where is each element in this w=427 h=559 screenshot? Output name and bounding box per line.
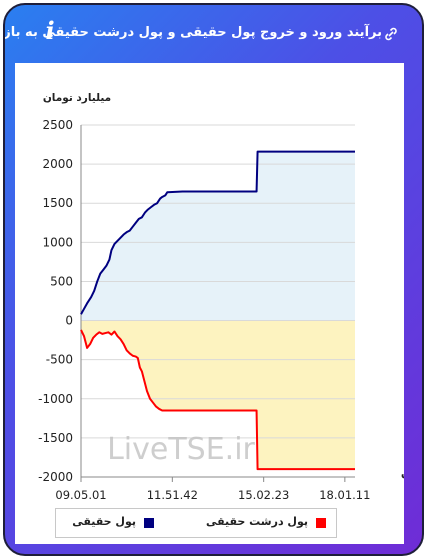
legend-item-real-money[interactable]: پول حقیقی [72,515,154,531]
legend: پول حقیقی پول درشت حقیقی [55,508,337,538]
legend-swatch-real-money [144,518,154,528]
y-tick-label-6: -500 [46,353,73,367]
x-tick-label-1: 11.51.42 [147,488,198,502]
x-tick-label-2: 15.02.23 [238,488,289,502]
series-line-1 [80,329,355,471]
y-tick-label-1: 2000 [42,157,73,171]
legend-label-big-money: پول درشت حقیقی [205,515,308,528]
x-tick-label-0: 09.05.01 [55,488,106,502]
x-tick-label-3: 18.01.11 [319,488,370,502]
link-icon[interactable] [384,27,398,41]
card-header: برآیند ورود و خروج پول حقیقی و پول درشت … [5,5,422,59]
y-tick-label-2: 1500 [42,196,73,210]
y-tick-label-0: 2500 [42,118,73,132]
chart-panel: 2500 2000 1500 1000 500 0 -500 -1000 -1500 -2000 0… [15,63,422,544]
legend-item-big-money[interactable]: پول درشت حقیقی [205,515,326,531]
series-area-0 [81,151,355,321]
chart-card: برآیند ورود و خروج پول حقیقی و پول درشت … [3,3,424,556]
legend-swatch-big-money [316,518,326,528]
watermark: LiveTSE.ir [107,432,255,467]
y-tick-label-8: -1500 [38,431,73,445]
y-tick-label-7: -1000 [38,392,73,406]
series-area-1 [81,320,355,470]
legend-label-real-money: پول حقیقی [72,515,136,528]
y-axis-label: میلیارد تومان [43,92,111,104]
y-tick-label-3: 1000 [42,235,73,249]
chart-svg: 2500 2000 1500 1000 500 0 -500 -1000 -1500 -2000 0… [38,92,422,502]
chart-title: برآیند ورود و خروج پول حقیقی و پول درشت … [3,25,382,40]
y-tick-label-9: -2000 [38,470,73,484]
y-tick-label-5: 0 [65,314,73,328]
series-line-0 [80,150,355,315]
y-tick-label-4: 500 [50,274,73,288]
x-axis-label: زمان [401,468,404,480]
info-icon[interactable]: i [45,16,55,45]
